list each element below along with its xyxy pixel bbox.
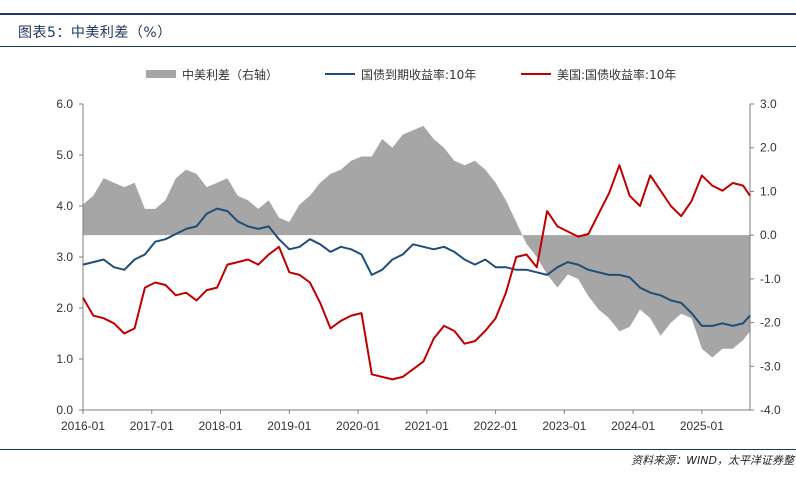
legend-label: 中美利差（右轴） bbox=[182, 67, 278, 82]
x-tick-label: 2024-01 bbox=[611, 419, 655, 433]
left-tick-label: 4.0 bbox=[56, 199, 73, 213]
right-tick-label: 0.0 bbox=[760, 228, 777, 242]
left-tick-label: 6.0 bbox=[56, 97, 73, 111]
x-tick-label: 2017-01 bbox=[130, 419, 174, 433]
right-tick-label: 1.0 bbox=[760, 184, 777, 198]
legend-swatch-spread bbox=[146, 70, 176, 78]
source-note: 资料来源：WIND，太平洋证券整 bbox=[631, 454, 794, 467]
x-tick-label: 2025-01 bbox=[680, 419, 724, 433]
left-tick-label: 2.0 bbox=[56, 301, 73, 315]
legend: 中美利差（右轴） 国债到期收益率:10年 美国:国债收益率:10年 bbox=[146, 67, 676, 82]
x-tick-label: 2016-01 bbox=[61, 419, 105, 433]
right-tick-label: -3.0 bbox=[760, 359, 781, 373]
x-tick-label: 2021-01 bbox=[405, 419, 449, 433]
lines-layer bbox=[82, 164, 751, 381]
spread-area-layer bbox=[83, 125, 750, 358]
left-tick-label: 5.0 bbox=[56, 148, 73, 162]
x-tick-label: 2018-01 bbox=[199, 419, 243, 433]
series-line-2 bbox=[82, 164, 751, 381]
x-tick-label: 2020-01 bbox=[336, 419, 380, 433]
axes-layer bbox=[79, 103, 754, 414]
left-tick-label: 3.0 bbox=[56, 250, 73, 264]
x-tick-label: 2019-01 bbox=[267, 419, 311, 433]
legend-label: 美国:国债收益率:10年 bbox=[557, 67, 676, 82]
tick-labels-layer: 0.0 1.0 2.0 3.0 4.0 5.0 6.0 -4.0 -3.0 -2.0 -1.0 0.0… bbox=[56, 97, 781, 433]
x-tick-label: 2022-01 bbox=[474, 419, 518, 433]
top-rule bbox=[0, 13, 796, 15]
figure-title: 图表5：中美利差（%） bbox=[18, 25, 172, 41]
legend-label: 国债到期收益率:10年 bbox=[361, 67, 476, 82]
left-tick-label: 0.0 bbox=[56, 403, 73, 417]
right-tick-label: 2.0 bbox=[760, 141, 777, 155]
bottom-rule bbox=[0, 449, 796, 450]
right-tick-label: -2.0 bbox=[760, 316, 781, 330]
right-tick-label: 3.0 bbox=[760, 97, 777, 111]
series-spread-area bbox=[83, 125, 750, 358]
right-tick-label: -4.0 bbox=[760, 403, 781, 417]
title-rule bbox=[0, 46, 796, 47]
x-tick-label: 2023-01 bbox=[542, 419, 586, 433]
series-line-1 bbox=[82, 207, 751, 327]
right-tick-label: -1.0 bbox=[760, 272, 781, 286]
left-tick-label: 1.0 bbox=[56, 352, 73, 366]
